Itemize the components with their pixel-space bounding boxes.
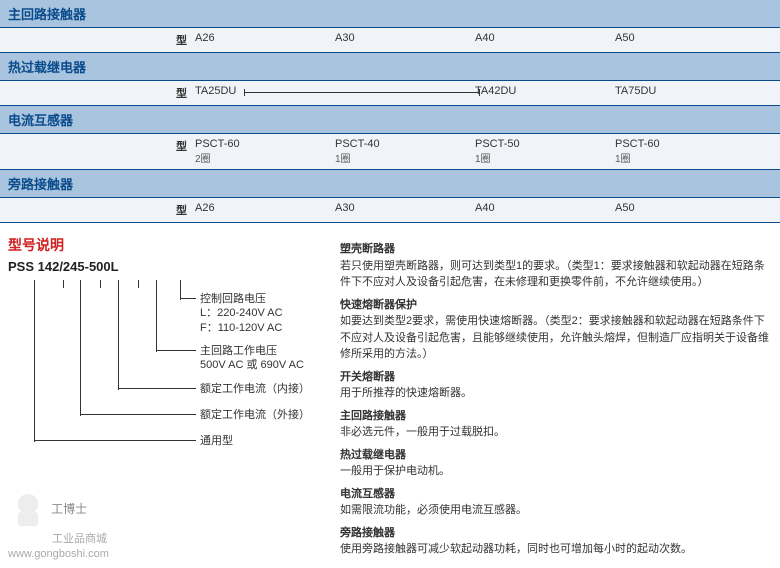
spec-row: 型A26A30A40A50 — [0, 28, 780, 53]
term-body: 如要达到类型2要求，需使用快速熔断器。（类型2：要求接触器和软起动器在短路条件下… — [340, 313, 772, 363]
model-code: PSS 142/245-500L — [8, 259, 328, 274]
spec-cell — [335, 85, 475, 101]
row-label: 型 — [0, 138, 195, 165]
watermark: 工博士 工业品商城 www.gongboshi.com — [8, 490, 109, 560]
spec-cell: A26 — [195, 32, 335, 48]
model-title: 型号说明 — [8, 235, 328, 255]
spec-cell: A40 — [475, 32, 615, 48]
term-title: 塑壳断路器 — [340, 241, 772, 258]
spec-cell: TA42DU — [475, 85, 615, 101]
spec-cell: A26 — [195, 202, 335, 218]
term-body: 如需限流功能，必须使用电流互感器。 — [340, 502, 772, 519]
spec-cell: A50 — [615, 202, 755, 218]
diagram-label: 额定工作电流（内接） — [200, 382, 310, 396]
spec-cell: A30 — [335, 32, 475, 48]
term-title: 主回路接触器 — [340, 408, 772, 425]
model-diagram: 控制回路电压L：220-240V ACF：110-120V AC 主回路工作电压5… — [8, 280, 328, 460]
term-title: 热过载继电器 — [340, 447, 772, 464]
section-header: 主回路接触器 — [0, 0, 780, 28]
spec-cell: PSCT-601圈 — [615, 138, 755, 165]
term-title: 旁路接触器 — [340, 525, 772, 542]
term-body: 使用旁路接触器可减少软起动器功耗，同时也可增加每小时的起动次数。 — [340, 541, 772, 558]
term-body: 一般用于保护电动机。 — [340, 463, 772, 480]
spec-cell: TA75DU — [615, 85, 755, 101]
diagram-label: 通用型 — [200, 434, 233, 448]
spec-row: 型PSCT-602圈PSCT-401圈PSCT-501圈PSCT-601圈 — [0, 134, 780, 170]
term-body: 非必选元件，一般用于过载脱扣。 — [340, 424, 772, 441]
section-header: 电流互感器 — [0, 106, 780, 134]
term-title: 开关熔断器 — [340, 369, 772, 386]
spec-cell: A50 — [615, 32, 755, 48]
spec-row: 型A26A30A40A50 — [0, 198, 780, 223]
row-label: 型 — [0, 202, 195, 218]
spec-row: 型TA25DU TA42DUTA75DU — [0, 81, 780, 106]
row-label: 型 — [0, 85, 195, 101]
diagram-label: 额定工作电流（外接） — [200, 408, 310, 422]
term-title: 电流互感器 — [340, 486, 772, 503]
spec-cell: PSCT-602圈 — [195, 138, 335, 165]
spec-cell: PSCT-501圈 — [475, 138, 615, 165]
spec-cell: A30 — [335, 202, 475, 218]
section-header: 热过载继电器 — [0, 53, 780, 81]
diagram-label: 主回路工作电压500V AC 或 690V AC — [200, 344, 304, 373]
diagram-label: 控制回路电压L：220-240V ACF：110-120V AC — [200, 292, 283, 335]
term-title: 快速熔断器保护 — [340, 297, 772, 314]
terms-column: 塑壳断路器若只使用塑壳断路器，则可达到类型1的要求。（类型1：要求接触器和软起动… — [328, 235, 772, 560]
spec-cell: A40 — [475, 202, 615, 218]
term-body: 若只使用塑壳断路器，则可达到类型1的要求。（类型1：要求接触器和软起动器在短路条… — [340, 258, 772, 291]
connector-line — [244, 92, 479, 93]
spec-cell: PSCT-401圈 — [335, 138, 475, 165]
section-header: 旁路接触器 — [0, 170, 780, 198]
row-label: 型 — [0, 32, 195, 48]
spec-cell: TA25DU — [195, 85, 335, 101]
term-body: 用于所推荐的快速熔断器。 — [340, 385, 772, 402]
